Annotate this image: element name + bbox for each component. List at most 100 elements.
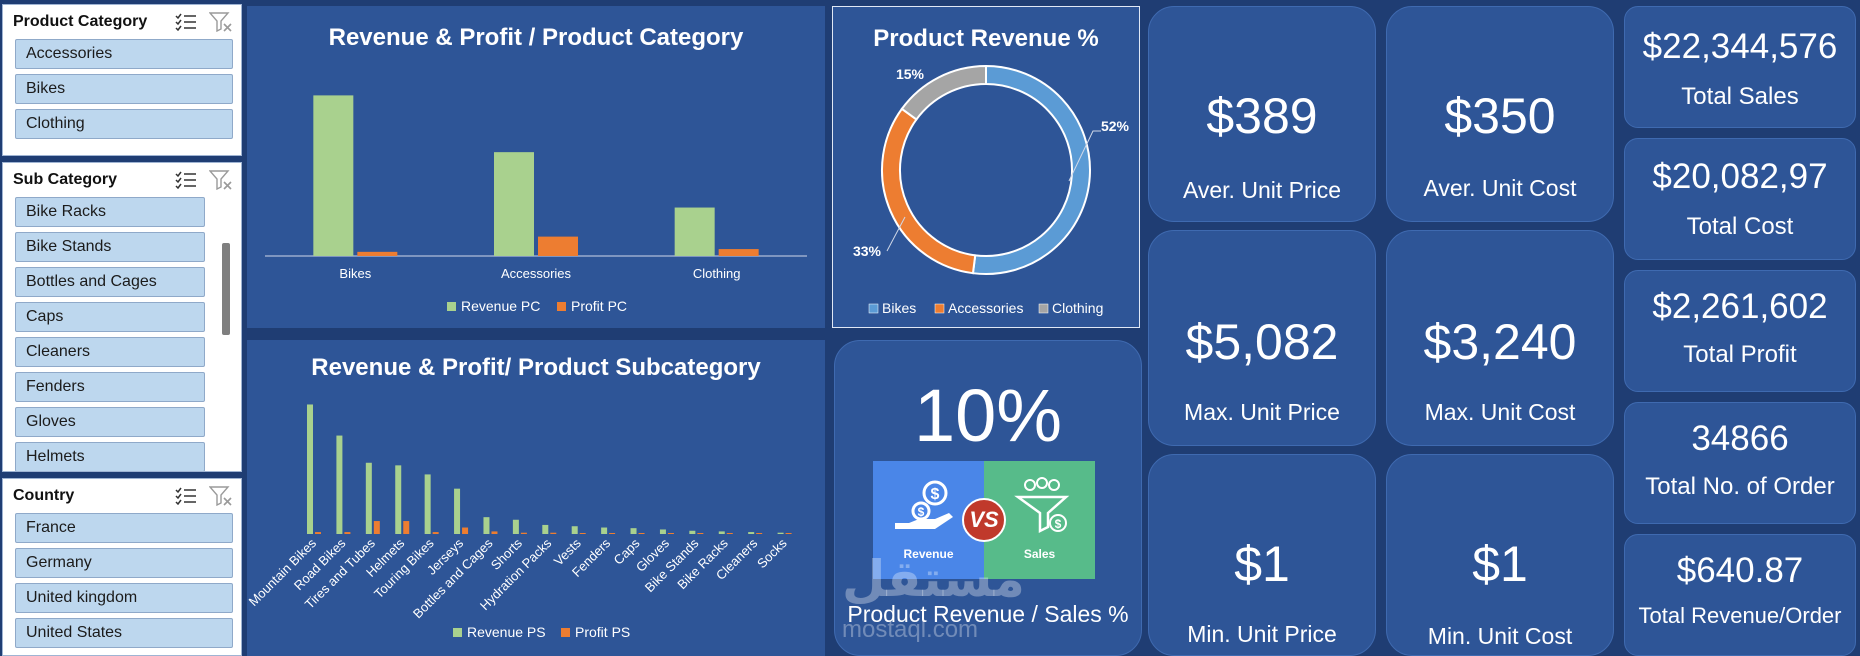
chart-title: Product Revenue % (873, 25, 1099, 52)
bar-profit-pc (718, 249, 759, 256)
legend-swatch (453, 628, 462, 637)
slicer-item[interactable]: United kingdom (15, 583, 233, 613)
bar-revenue-ps (542, 524, 549, 534)
multi-select-icon[interactable] (175, 487, 197, 505)
bar-revenue-ps (483, 517, 490, 534)
kpi-min-unit-price: $1 Min. Unit Price (1148, 454, 1376, 656)
legend-swatch (868, 303, 879, 314)
chart-title: Revenue & Profit / Product Category (328, 24, 744, 51)
bar-profit-ps (491, 531, 498, 534)
kpi-max-unit-price: $5,082 Max. Unit Price (1148, 230, 1376, 446)
kpi-label: Max. Unit Price (1184, 399, 1340, 425)
slicer-scrollbar[interactable] (219, 197, 233, 471)
bar-revenue-ps (689, 530, 696, 534)
kpi-label: Total Sales (1681, 83, 1799, 110)
slicer-item[interactable]: Bike Stands (15, 232, 205, 262)
svg-text:$: $ (931, 486, 940, 503)
vs-badge: VS (962, 498, 1006, 542)
x-tick-label: Clothing (693, 266, 741, 281)
bar-revenue-ps (512, 519, 519, 534)
slicer-title: Product Category (13, 13, 148, 30)
slicer-country: Country France Germany United kingdom Unite… (2, 478, 242, 656)
sales-label: Sales (1023, 547, 1056, 561)
kpi-total-profit: $2,261,602 Total Profit (1624, 270, 1856, 392)
bar-revenue-ps (718, 531, 725, 534)
bar-revenue-ps (630, 528, 637, 534)
bar-profit-ps (462, 527, 469, 534)
money-hand-icon: $ $ (895, 480, 953, 529)
chart-revenue-profit-subcategory: Revenue & Profit/ Product Subcategory Mo… (247, 340, 825, 656)
bar-profit-ps (609, 533, 616, 534)
svg-text:$: $ (1055, 517, 1062, 531)
legend-label: Profit PS (575, 624, 630, 640)
bar-revenue-ps (601, 527, 608, 534)
slicer-item[interactable]: France (15, 513, 233, 543)
slicer-item[interactable]: Cleaners (15, 337, 205, 367)
bar-revenue-ps (748, 532, 755, 534)
legend-label: Profit PC (571, 298, 627, 314)
kpi-label: Aver. Unit Price (1182, 177, 1342, 203)
kpi-value: $1 (1472, 536, 1528, 592)
bar-profit-ps (520, 532, 527, 534)
legend-label: Revenue PC (461, 298, 540, 314)
multi-select-icon[interactable] (175, 171, 197, 189)
kpi-max-unit-cost: $3,240 Max. Unit Cost (1386, 230, 1614, 446)
bar-revenue-ps (336, 435, 343, 534)
slicer-item[interactable]: Bottles and Cages (15, 267, 205, 297)
slicer-item[interactable]: Bikes (15, 74, 233, 104)
revenue-vs-sales-graphic: $ $ Revenue $ Sales VS (873, 461, 1095, 579)
kpi-value: $1 (1234, 536, 1290, 592)
legend-label: Accessories (948, 300, 1023, 316)
data-label: 33% (853, 243, 882, 259)
revenue-sales-card: 10% $ $ Revenue $ Sales VS (834, 340, 1142, 656)
bar-profit-ps (726, 533, 733, 534)
revenue-sales-caption: Product Revenue / Sales % (847, 601, 1129, 627)
legend-label: Bikes (882, 300, 916, 316)
kpi-value: $640.87 (1676, 551, 1804, 590)
legend-swatch (1038, 303, 1049, 314)
slicer-header: Product Category (3, 5, 241, 39)
bar-profit-ps (550, 532, 557, 534)
kpi-value: $389 (1206, 88, 1318, 144)
scrollbar-thumb[interactable] (222, 243, 230, 335)
kpi-value: $20,082,97 (1652, 157, 1828, 196)
slicer-item[interactable]: Germany (15, 548, 233, 578)
slicer-item[interactable]: Helmets (15, 442, 205, 471)
leader-line (1068, 130, 1101, 182)
multi-select-icon[interactable] (175, 13, 197, 31)
slicer-item[interactable]: United States (15, 618, 233, 648)
kpi-value: 34866 (1691, 419, 1789, 458)
bar-profit-ps (315, 532, 321, 534)
slicer-item[interactable]: Gloves (15, 407, 205, 437)
bar-profit-ps (667, 533, 674, 534)
bar-revenue-ps (307, 404, 313, 534)
clear-filter-icon[interactable] (209, 12, 233, 32)
bar-profit-ps (756, 533, 763, 534)
legend-swatch (561, 628, 570, 637)
kpi-value: $3,240 (1423, 314, 1577, 370)
bar-revenue-ps (395, 465, 402, 534)
kpi-value: $2,261,602 (1652, 287, 1828, 326)
bar-revenue-pc (494, 152, 534, 256)
slicer-item[interactable]: Clothing (15, 109, 233, 139)
x-tick-label: Accessories (501, 266, 572, 281)
kpi-value: $350 (1444, 88, 1556, 144)
clear-filter-icon[interactable] (209, 486, 233, 506)
slicer-item[interactable]: Bike Racks (15, 197, 205, 227)
legend-label: Revenue PS (467, 624, 546, 640)
donut-slice-clothing (900, 64, 987, 121)
slicer-item[interactable]: Caps (15, 302, 205, 332)
slicer-item[interactable]: Accessories (15, 39, 233, 69)
chart-revenue-profit-category: Revenue & Profit / Product Category Bike… (247, 6, 825, 328)
leader-line (886, 216, 906, 252)
slicer-item[interactable]: Fenders (15, 372, 205, 402)
kpi-label: Min. Unit Cost (1427, 623, 1573, 649)
slicer-header: Country (3, 479, 241, 513)
kpi-revenue-per-order: $640.87 Total Revenue/Order (1624, 534, 1856, 656)
clear-filter-icon[interactable] (209, 170, 233, 190)
kpi-total-cost: $20,082,97 Total Cost (1624, 138, 1856, 260)
slicer-title: Country (13, 487, 75, 504)
slicer-header: Sub Category (3, 163, 241, 197)
bar-revenue-pc (674, 207, 715, 256)
